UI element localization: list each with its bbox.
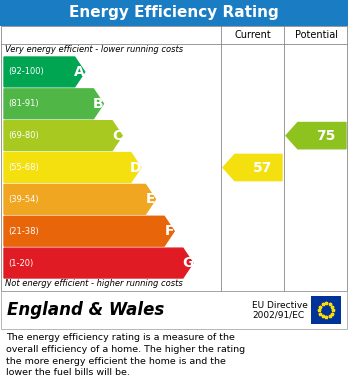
Text: (81-91): (81-91) [8,99,39,108]
Text: Very energy efficient - lower running costs: Very energy efficient - lower running co… [5,45,183,54]
Text: (21-38): (21-38) [8,227,39,236]
Text: (1-20): (1-20) [8,258,33,267]
Polygon shape [4,57,85,87]
Bar [1,291,347,329]
Text: 57: 57 [253,160,272,174]
Polygon shape [223,154,282,181]
Text: A: A [74,65,85,79]
Text: EU Directive: EU Directive [252,301,308,310]
Text: E: E [146,192,155,206]
Polygon shape [286,122,346,149]
Text: G: G [182,256,193,270]
Text: England & Wales: England & Wales [7,301,164,319]
Text: 2002/91/EC: 2002/91/EC [252,310,304,319]
Text: (69-80): (69-80) [8,131,39,140]
Text: F: F [164,224,174,238]
Polygon shape [4,89,103,119]
Polygon shape [4,152,141,183]
Bar [1,26,347,291]
Polygon shape [4,121,122,151]
Text: (92-100): (92-100) [8,67,44,76]
Polygon shape [4,185,156,214]
Bar [0,291,348,329]
Text: The energy efficiency rating is a measure of the
overall efficiency of a home. T: The energy efficiency rating is a measur… [6,333,245,377]
Text: 75: 75 [316,129,336,143]
Text: (39-54): (39-54) [8,195,39,204]
Text: Not energy efficient - higher running costs: Not energy efficient - higher running co… [5,279,183,288]
Bar [311,296,341,324]
Text: Potential: Potential [294,30,338,40]
Polygon shape [4,216,174,246]
Bar [0,0,348,26]
Text: C: C [112,129,122,143]
Text: (55-68): (55-68) [8,163,39,172]
Polygon shape [4,248,193,278]
Text: D: D [130,160,142,174]
Text: Current: Current [234,30,271,40]
Text: Energy Efficiency Rating: Energy Efficiency Rating [69,5,279,20]
Text: B: B [93,97,104,111]
